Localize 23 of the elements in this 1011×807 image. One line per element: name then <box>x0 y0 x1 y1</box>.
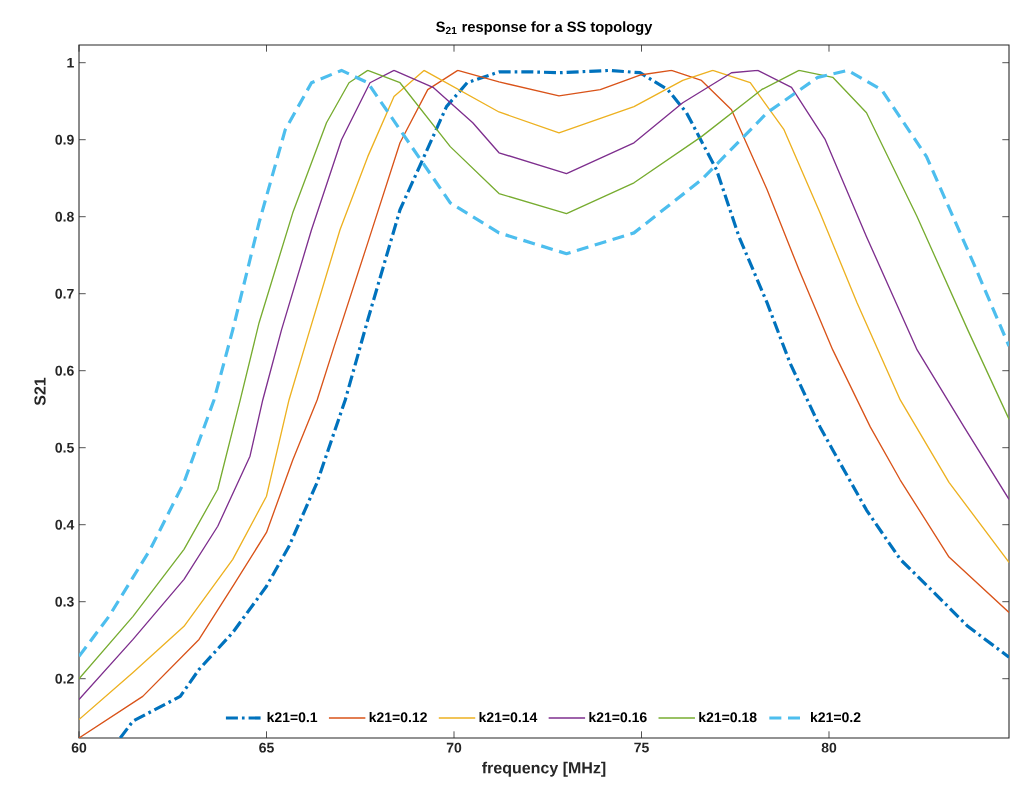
y-tick-label: 0.8 <box>55 211 74 222</box>
y-tick-label: 0.4 <box>55 519 75 530</box>
y-tick-label: 0.6 <box>55 365 74 376</box>
y-tick-label: 0.2 <box>55 673 74 684</box>
legend-label: k21=0.18 <box>699 711 757 723</box>
chart-title: S$_{21}$ response for a SS topology <box>436 21 653 35</box>
x-tick-label: 70 <box>446 742 462 753</box>
legend-label: k21=0.16 <box>589 711 647 723</box>
legend-label: k21=0.1 <box>267 711 318 723</box>
legend-label: k21=0.12 <box>369 711 427 723</box>
y-tick-label: 0.3 <box>55 596 74 607</box>
y-tick-label: 1 <box>67 57 74 68</box>
x-tick-label: 75 <box>634 742 649 753</box>
x-tick-label: 65 <box>259 742 274 753</box>
y-axis-title: S21 <box>34 377 46 406</box>
legend-label: k21=0.2 <box>811 711 861 723</box>
legend-label: k21=0.14 <box>479 711 538 723</box>
y-tick-label: 0.9 <box>55 134 74 145</box>
x-tick-label: 80 <box>821 742 837 753</box>
x-axis-title: frequency [MHz] <box>482 761 606 777</box>
x-tick-label: 60 <box>71 742 87 753</box>
y-tick-label: 0.5 <box>55 442 74 453</box>
y-tick-label: 0.7 <box>55 288 74 299</box>
